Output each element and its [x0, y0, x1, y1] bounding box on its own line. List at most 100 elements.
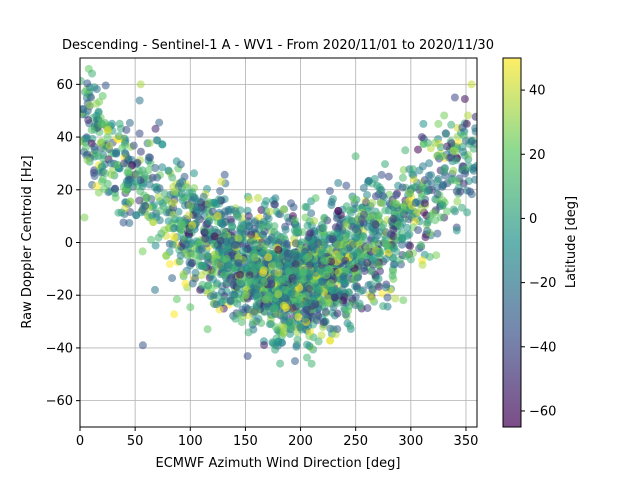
- scatter-point: [382, 240, 391, 249]
- scatter-point: [275, 262, 284, 270]
- scatter-point: [219, 264, 228, 273]
- scatter-point: [266, 275, 275, 284]
- scatter-point: [389, 254, 398, 263]
- scatter-point: [219, 295, 228, 304]
- scatter-point: [305, 342, 314, 350]
- scatter-point: [398, 240, 406, 249]
- x-tick-label: 300: [398, 434, 423, 449]
- scatter-point: [446, 176, 455, 185]
- scatter-point: [347, 217, 356, 226]
- scatter-point: [158, 163, 167, 172]
- scatter-point: [244, 276, 253, 285]
- scatter-point: [145, 139, 154, 148]
- scatter-point: [351, 301, 360, 309]
- scatter-point: [307, 359, 316, 368]
- scatter-point: [87, 126, 96, 135]
- scatter-point: [216, 236, 225, 245]
- scatter-point: [270, 200, 279, 209]
- scatter-point: [160, 189, 169, 198]
- scatter-point: [419, 119, 428, 128]
- scatter-point: [364, 176, 373, 185]
- scatter-point: [398, 208, 406, 217]
- scatter-point: [294, 313, 303, 321]
- scatter-point: [265, 320, 274, 329]
- scatter-point: [423, 187, 432, 196]
- scatter-point: [181, 279, 190, 288]
- scatter-point: [95, 97, 104, 106]
- scatter-point: [398, 234, 407, 243]
- scatter-point: [131, 177, 140, 186]
- scatter-point: [186, 225, 195, 234]
- scatter-point: [185, 201, 194, 210]
- scatter-point: [135, 96, 144, 105]
- scatter-point: [319, 223, 328, 232]
- scatter-point: [190, 194, 199, 203]
- scatter-point: [138, 247, 147, 256]
- scatter-point: [303, 298, 312, 307]
- scatter-point: [333, 325, 342, 334]
- scatter-point: [203, 325, 212, 334]
- scatter-point: [115, 119, 124, 128]
- scatter-point: [96, 139, 105, 148]
- scatter-point: [135, 196, 144, 205]
- scatter-point: [449, 205, 458, 214]
- scatter-point: [165, 260, 174, 269]
- scatter-point: [359, 184, 368, 192]
- scatter-point: [236, 270, 245, 279]
- scatter-point: [418, 260, 427, 269]
- scatter-point: [328, 235, 337, 244]
- scatter-point: [325, 187, 334, 195]
- scatter-point: [226, 205, 235, 214]
- scatter-point: [351, 233, 360, 242]
- scatter-point: [164, 166, 173, 175]
- scatter-point: [326, 336, 335, 345]
- scatter-point: [388, 271, 397, 280]
- x-tick-label: 250: [343, 434, 368, 449]
- scatter-point: [414, 145, 422, 154]
- scatter-point: [303, 353, 311, 362]
- scatter-point: [251, 253, 259, 262]
- scatter-point: [237, 318, 246, 327]
- scatter-point: [120, 159, 129, 168]
- scatter-point: [172, 295, 181, 304]
- scatter-point: [384, 172, 393, 181]
- scatter-point: [242, 264, 251, 273]
- scatter-point: [418, 162, 427, 171]
- scatter-point: [195, 238, 204, 247]
- scatter-point: [271, 345, 280, 354]
- scatter-point: [143, 193, 152, 202]
- scatter-point: [319, 318, 328, 327]
- scatter-point: [284, 267, 293, 276]
- scatter-point: [467, 190, 476, 199]
- scatter-point: [440, 111, 449, 120]
- scatter-point: [311, 194, 320, 203]
- scatter-point: [427, 171, 436, 180]
- scatter-point: [276, 359, 285, 368]
- scatter-point: [191, 268, 200, 277]
- scatter-point: [216, 187, 225, 195]
- colorbar-tick-label: 40: [529, 84, 546, 99]
- scatter-point: [339, 272, 348, 281]
- colorbar-tick-label: −20: [529, 276, 556, 291]
- scatter-point: [247, 237, 256, 246]
- scatter-point: [206, 292, 215, 301]
- y-tick-label: 60: [56, 78, 73, 93]
- scatter-point: [171, 215, 180, 224]
- scatter-point: [457, 203, 466, 212]
- scatter-point: [403, 223, 412, 232]
- scatter-point: [411, 198, 420, 207]
- scatter-point: [376, 199, 385, 207]
- scatter-point: [391, 294, 400, 303]
- scatter-point: [292, 227, 301, 236]
- scatter-point: [144, 153, 153, 162]
- scatter-point: [232, 240, 241, 249]
- scatter-point: [371, 234, 380, 243]
- scatter-point: [226, 296, 235, 305]
- scatter-point: [408, 170, 417, 179]
- scatter-point: [333, 240, 342, 249]
- scatter-point: [363, 304, 372, 313]
- scatter-point: [107, 159, 116, 168]
- scatter-point: [147, 235, 155, 244]
- scatter-point: [113, 160, 122, 169]
- scatter-point: [340, 292, 349, 301]
